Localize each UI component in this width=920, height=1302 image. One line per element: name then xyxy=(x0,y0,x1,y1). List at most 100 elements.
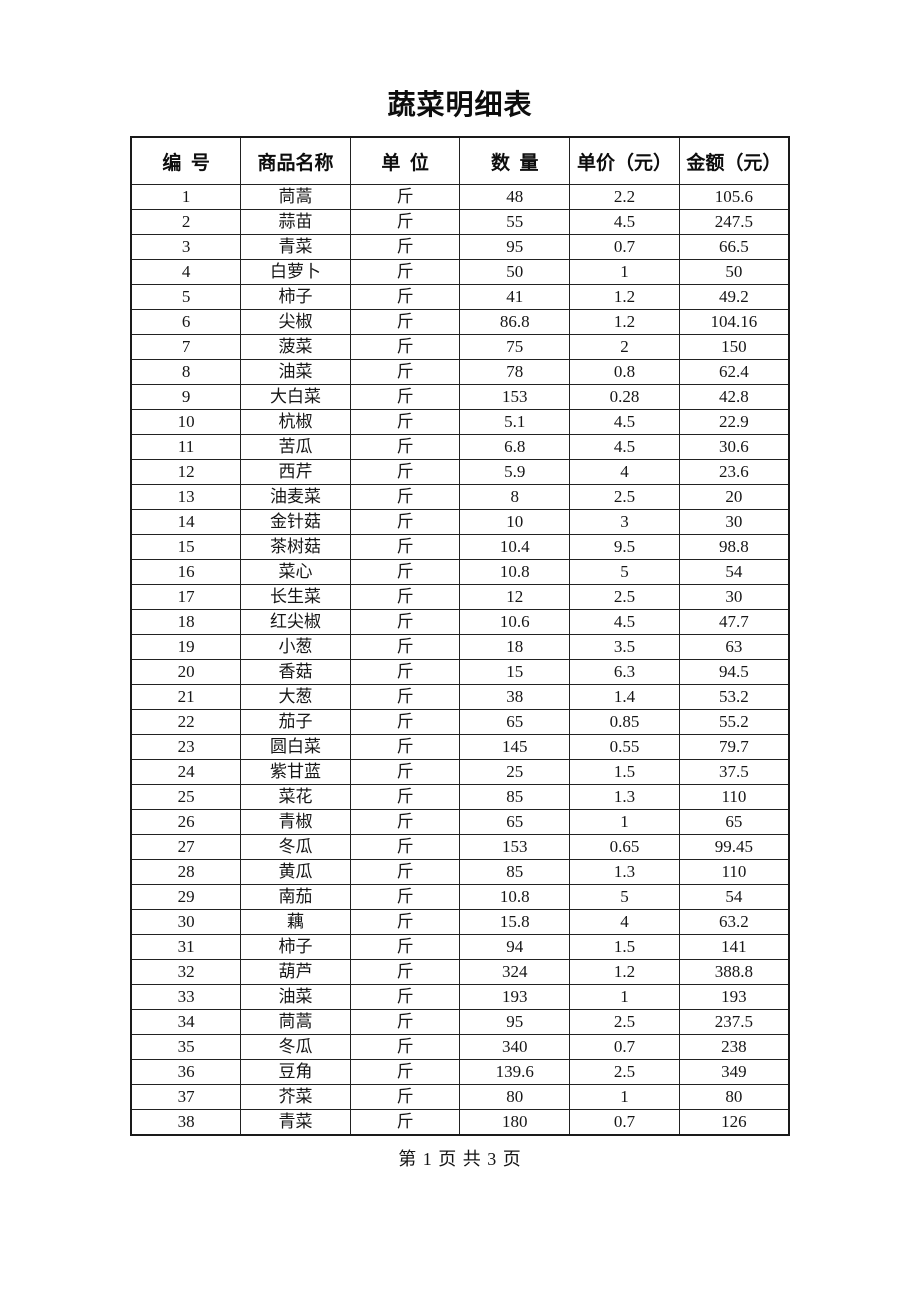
cell-amount: 55.2 xyxy=(678,709,790,735)
cell-name: 白萝卜 xyxy=(240,259,351,285)
cell-unit_price: 4.5 xyxy=(569,209,680,235)
table-row: 6 尖椒斤 86.8 1.2 104.16 xyxy=(130,309,790,335)
cell-amount: 105.6 xyxy=(678,184,790,210)
cell-unit_price: 1.5 xyxy=(569,934,680,960)
cell-unit_price: 2.5 xyxy=(569,584,680,610)
cell-amount: 63 xyxy=(678,634,790,660)
cell-amount: 237.5 xyxy=(678,1009,790,1035)
cell-unit: 斤 xyxy=(349,684,461,710)
cell-name: 西芹 xyxy=(240,459,351,485)
cell-unit_price: 0.55 xyxy=(569,734,680,760)
cell-unit: 斤 xyxy=(349,409,461,435)
table-row: 11 苦瓜斤 6.8 4.5 30.6 xyxy=(130,434,790,460)
cell-name: 菠菜 xyxy=(240,334,351,360)
cell-name: 苦瓜 xyxy=(240,434,351,460)
cell-quantity: 75 xyxy=(459,334,571,360)
cell-quantity: 95 xyxy=(459,1009,571,1035)
cell-quantity: 94 xyxy=(459,934,571,960)
cell-unit_price: 4 xyxy=(569,909,680,935)
cell-quantity: 10.8 xyxy=(459,559,571,585)
cell-unit: 斤 xyxy=(349,359,461,385)
cell-quantity: 5.1 xyxy=(459,409,571,435)
cell-number: 38 xyxy=(130,1109,242,1136)
cell-name: 茄子 xyxy=(240,709,351,735)
cell-name: 杭椒 xyxy=(240,409,351,435)
table-row: 5 柿子斤 41 1.2 49.2 xyxy=(130,284,790,310)
cell-name: 芥菜 xyxy=(240,1084,351,1110)
cell-amount: 50 xyxy=(678,259,790,285)
cell-quantity: 25 xyxy=(459,759,571,785)
cell-number: 27 xyxy=(130,834,242,860)
table-row: 28 黄瓜斤 85 1.3 110 xyxy=(130,859,790,885)
cell-number: 26 xyxy=(130,809,242,835)
cell-unit: 斤 xyxy=(349,1034,461,1060)
cell-unit_price: 4.5 xyxy=(569,434,680,460)
cell-unit_price: 2.5 xyxy=(569,1059,680,1085)
cell-unit_price: 2.5 xyxy=(569,1009,680,1035)
cell-name: 油菜 xyxy=(240,984,351,1010)
cell-unit_price: 0.8 xyxy=(569,359,680,385)
cell-amount: 126 xyxy=(678,1109,790,1136)
page-footer: 第 1 页 共 3 页 xyxy=(398,1149,522,1169)
cell-unit_price: 1.5 xyxy=(569,759,680,785)
cell-quantity: 18 xyxy=(459,634,571,660)
cell-unit_price: 9.5 xyxy=(569,534,680,560)
cell-unit: 斤 xyxy=(349,209,461,235)
cell-name: 香菇 xyxy=(240,659,351,685)
table-row: 21 大葱斤 38 1.4 53.2 xyxy=(130,684,790,710)
table-body: 1 茼蒿斤 48 2.2 105.6 2 蒜苗斤 55 4.5 247.5 3 青菜斤 95 0.7 66.… xyxy=(130,184,790,1136)
cell-amount: 99.45 xyxy=(678,834,790,860)
cell-quantity: 48 xyxy=(459,184,571,210)
table-row: 24 紫甘蓝斤 25 1.5 37.5 xyxy=(130,759,790,785)
cell-quantity: 41 xyxy=(459,284,571,310)
cell-unit: 斤 xyxy=(349,1059,461,1085)
table-row: 25 菜花斤 85 1.3 110 xyxy=(130,784,790,810)
cell-name: 茼蒿 xyxy=(240,184,351,210)
cell-quantity: 10.8 xyxy=(459,884,571,910)
cell-name: 南茄 xyxy=(240,884,351,910)
cell-number: 23 xyxy=(130,734,242,760)
cell-number: 16 xyxy=(130,559,242,585)
cell-quantity: 65 xyxy=(459,809,571,835)
cell-name: 青菜 xyxy=(240,234,351,260)
column-header-amount: 金额（元） xyxy=(678,136,790,185)
cell-name: 柿子 xyxy=(240,934,351,960)
cell-number: 17 xyxy=(130,584,242,610)
cell-name: 菜花 xyxy=(240,784,351,810)
cell-unit: 斤 xyxy=(349,184,461,210)
table-head: 编 号商品名称单 位数 量单价（元） 金额（元） xyxy=(130,136,790,185)
cell-quantity: 12 xyxy=(459,584,571,610)
column-header-number: 编 号 xyxy=(130,136,242,185)
cell-unit: 斤 xyxy=(349,234,461,260)
cell-quantity: 78 xyxy=(459,359,571,385)
cell-unit: 斤 xyxy=(349,1109,461,1136)
table-row: 26 青椒斤 65 1 65 xyxy=(130,809,790,835)
column-header-name: 商品名称 xyxy=(240,136,351,185)
cell-amount: 238 xyxy=(678,1034,790,1060)
table-row: 18 红尖椒斤 10.6 4.5 47.7 xyxy=(130,609,790,635)
cell-unit: 斤 xyxy=(349,709,461,735)
cell-unit_price: 3 xyxy=(569,509,680,535)
table-row: 7 菠菜斤 75 2 150 xyxy=(130,334,790,360)
cell-amount: 247.5 xyxy=(678,209,790,235)
cell-number: 11 xyxy=(130,434,242,460)
cell-name: 大白菜 xyxy=(240,384,351,410)
cell-unit: 斤 xyxy=(349,809,461,835)
cell-amount: 110 xyxy=(678,784,790,810)
cell-unit_price: 2.2 xyxy=(569,184,680,210)
cell-amount: 30.6 xyxy=(678,434,790,460)
cell-unit_price: 0.28 xyxy=(569,384,680,410)
cell-number: 34 xyxy=(130,1009,242,1035)
table-row: 19 小葱斤 18 3.5 63 xyxy=(130,634,790,660)
cell-number: 7 xyxy=(130,334,242,360)
cell-name: 长生菜 xyxy=(240,584,351,610)
table-row: 34 茼蒿斤 95 2.5 237.5 xyxy=(130,1009,790,1035)
cell-unit_price: 1 xyxy=(569,984,680,1010)
cell-unit: 斤 xyxy=(349,1009,461,1035)
cell-quantity: 193 xyxy=(459,984,571,1010)
table-row: 16 菜心斤 10.8 5 54 xyxy=(130,559,790,585)
table-row: 36 豆角斤 139.6 2.5 349 xyxy=(130,1059,790,1085)
cell-unit: 斤 xyxy=(349,934,461,960)
cell-unit_price: 4.5 xyxy=(569,409,680,435)
